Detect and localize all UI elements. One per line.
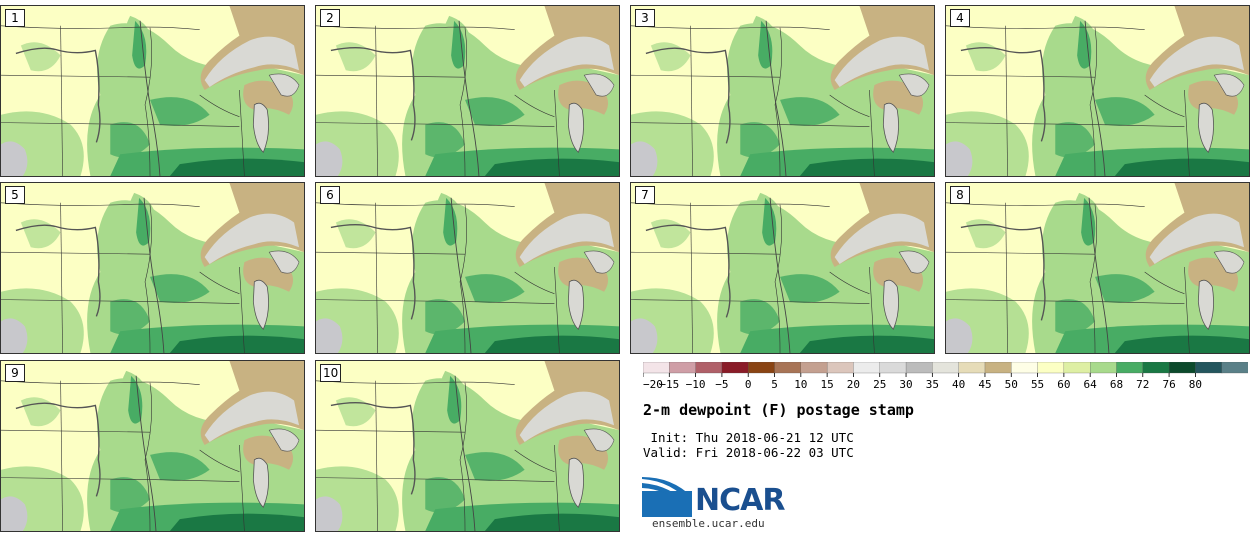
colorbar-swatch: [932, 362, 960, 374]
colorbar-tick-label: 15: [821, 378, 834, 391]
colorbar-tick-label: 10: [794, 378, 807, 391]
colorbar: −20−15 −10 −5 0 5 10 15 20 25 30 35 40 45 50 55 60 64 68 7…: [643, 362, 1248, 391]
colorbar-swatch: [774, 362, 802, 374]
logo-url: ensemble.ucar.edu: [652, 517, 765, 530]
colorbar-tick-label: 45: [978, 378, 991, 391]
plot-title: 2-m dewpoint (F) postage stamp: [643, 401, 914, 419]
map-panel: 1: [0, 5, 305, 177]
colorbar-tick-label: 72: [1136, 378, 1149, 391]
dewpoint-map: [631, 6, 934, 176]
colorbar-swatch: [1142, 362, 1170, 374]
colorbar-tick-label: −5: [715, 378, 728, 391]
logo-name: NCAR: [695, 483, 785, 518]
map-panel: 9: [0, 360, 305, 532]
colorbar-swatch: [1168, 362, 1197, 374]
map-panel: 10: [315, 360, 620, 532]
dewpoint-map: [316, 183, 619, 353]
dewpoint-map: [946, 6, 1249, 176]
member-number-label: 6: [320, 186, 340, 204]
valid-time: Valid: Fri 2018-06-22 03 UTC: [643, 445, 854, 460]
dewpoint-map: [316, 6, 619, 176]
map-panel: 8: [945, 182, 1250, 354]
colorbar-swatch: [1011, 362, 1039, 374]
map-panel: 2: [315, 5, 620, 177]
map-panel: 6: [315, 182, 620, 354]
member-number-label: 5: [5, 186, 25, 204]
dewpoint-map: [1, 6, 304, 176]
colorbar-swatch: [905, 362, 933, 374]
colorbar-tick-label: 5: [771, 378, 778, 391]
colorbar-tick-label: −20: [643, 378, 663, 391]
dewpoint-map: [1, 361, 304, 531]
colorbar-swatch: [721, 362, 749, 374]
colorbar-swatch: [879, 362, 907, 374]
ncar-swoosh-icon: [642, 477, 692, 517]
dewpoint-map: [1, 183, 304, 353]
colorbar-tick-label: 25: [873, 378, 886, 391]
colorbar-tick-label: 60: [1057, 378, 1070, 391]
member-number-label: 9: [5, 364, 25, 382]
colorbar-swatch: [984, 362, 1012, 374]
colorbar-swatch: [800, 362, 828, 374]
member-number-label: 2: [320, 9, 340, 27]
colorbar-swatch: [1116, 362, 1144, 374]
member-number-label: 8: [950, 186, 970, 204]
colorbar-tick-label: 35: [926, 378, 939, 391]
dewpoint-map: [631, 183, 934, 353]
colorbar-swatch: [643, 362, 670, 374]
colorbar-swatch: [695, 362, 723, 374]
colorbar-tick-label: 40: [952, 378, 965, 391]
colorbar-swatch: [853, 362, 881, 374]
colorbar-tick-label: 55: [1031, 378, 1044, 391]
colorbar-tick-label: 50: [1005, 378, 1018, 391]
colorbar-swatch: [826, 362, 855, 374]
map-panel: 5: [0, 182, 305, 354]
init-time: Init: Thu 2018-06-21 12 UTC: [643, 430, 854, 445]
colorbar-tick-label: 80: [1189, 378, 1202, 391]
member-number-label: 1: [5, 9, 25, 27]
colorbar-swatch: [1063, 362, 1091, 374]
ncar-logo: NCAR ensemble.ucar.edu: [642, 477, 802, 530]
colorbar-swatch: [1195, 362, 1223, 374]
dewpoint-map: [946, 183, 1249, 353]
colorbar-tick-label: −10: [686, 378, 706, 391]
colorbar-tick-label: 20: [847, 378, 860, 391]
member-number-label: 7: [635, 186, 655, 204]
map-panel: 3: [630, 5, 935, 177]
colorbar-swatch: [669, 362, 697, 374]
colorbar-swatch: [748, 362, 776, 374]
member-number-label: 3: [635, 9, 655, 27]
dewpoint-map: [316, 361, 619, 531]
member-number-label: 10: [320, 364, 342, 382]
colorbar-tick-label: 64: [1084, 378, 1098, 391]
member-number-label: 4: [950, 9, 970, 27]
map-panel: 4: [945, 5, 1250, 177]
colorbar-swatch: [1037, 362, 1065, 374]
colorbar-swatch: [1221, 362, 1248, 374]
colorbar-tick-label: 68: [1110, 378, 1123, 391]
colorbar-tick-label: −15: [659, 378, 679, 391]
colorbar-swatch: [958, 362, 986, 374]
colorbar-tick-label: 0: [745, 378, 752, 391]
map-panel: 7: [630, 182, 935, 354]
colorbar-swatch: [1090, 362, 1118, 374]
colorbar-tick-label: 76: [1162, 378, 1175, 391]
colorbar-tick-label: 30: [899, 378, 912, 391]
